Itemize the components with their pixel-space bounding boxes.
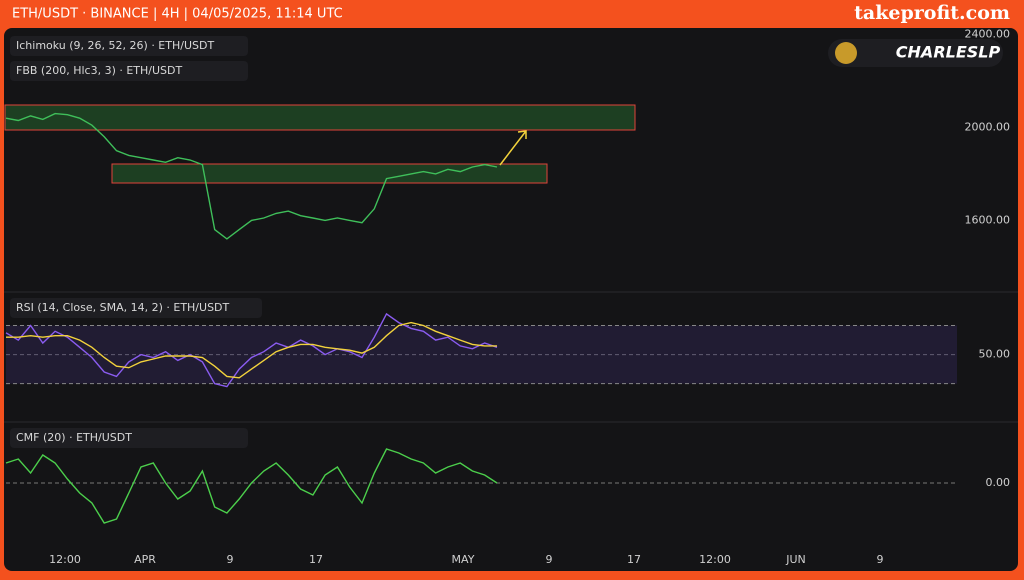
indicator-legend: FBB (200, Hlc3, 3) · ETH/USDT: [16, 64, 182, 77]
y-tick-label: 50.00: [979, 348, 1011, 361]
legend-box: [10, 298, 262, 318]
symbol-title: ETH/USDT · BINANCE | 4H | 04/05/2025, 11…: [12, 7, 343, 22]
rsi-band: [6, 325, 957, 384]
x-tick-label: 12:00: [699, 553, 731, 566]
avatar: [835, 42, 857, 64]
watermark: CHARLESLP: [896, 43, 1001, 62]
y-tick-label: 1600.00: [965, 213, 1011, 226]
indicator-line: [5, 448, 498, 524]
indicator-line: [5, 312, 498, 388]
x-tick-label: JUN: [785, 553, 806, 566]
legend-box: [10, 61, 248, 81]
signal-line: [6, 321, 497, 379]
legend-box: [10, 36, 248, 56]
x-tick-label: APR: [134, 553, 156, 566]
zone-box: [4, 104, 636, 131]
y-tick-label: 2000.00: [965, 121, 1011, 134]
x-tick-label: MAY: [452, 553, 475, 566]
x-tick-label: 9: [546, 553, 553, 566]
zone-box: [111, 163, 548, 184]
y-tick-label: 2400.00: [965, 28, 1011, 41]
x-tick-label: 12:00: [49, 553, 81, 566]
indicator-legend: RSI (14, Close, SMA, 14, 2) · ETH/USDT: [16, 301, 230, 314]
indicator-legend: Ichimoku (9, 26, 52, 26) · ETH/USDT: [16, 39, 214, 52]
y-tick-label: 0.00: [986, 476, 1011, 489]
plots: Ichimoku (9, 26, 52, 26) · ETH/USDT FBB (…: [5, 28, 1011, 566]
indicator-legend: CMF (20) · ETH/USDT: [16, 431, 132, 444]
x-tick-label: 9: [877, 553, 884, 566]
brand[interactable]: takeprofit.com: [854, 2, 1010, 24]
x-tick-label: 17: [309, 553, 323, 566]
x-tick-label: 9: [227, 553, 234, 566]
legend-box: [10, 428, 248, 448]
x-tick-label: 17: [627, 553, 641, 566]
arrow: [499, 130, 527, 166]
price-line: [5, 112, 498, 240]
watermark-badge: [828, 39, 1003, 67]
